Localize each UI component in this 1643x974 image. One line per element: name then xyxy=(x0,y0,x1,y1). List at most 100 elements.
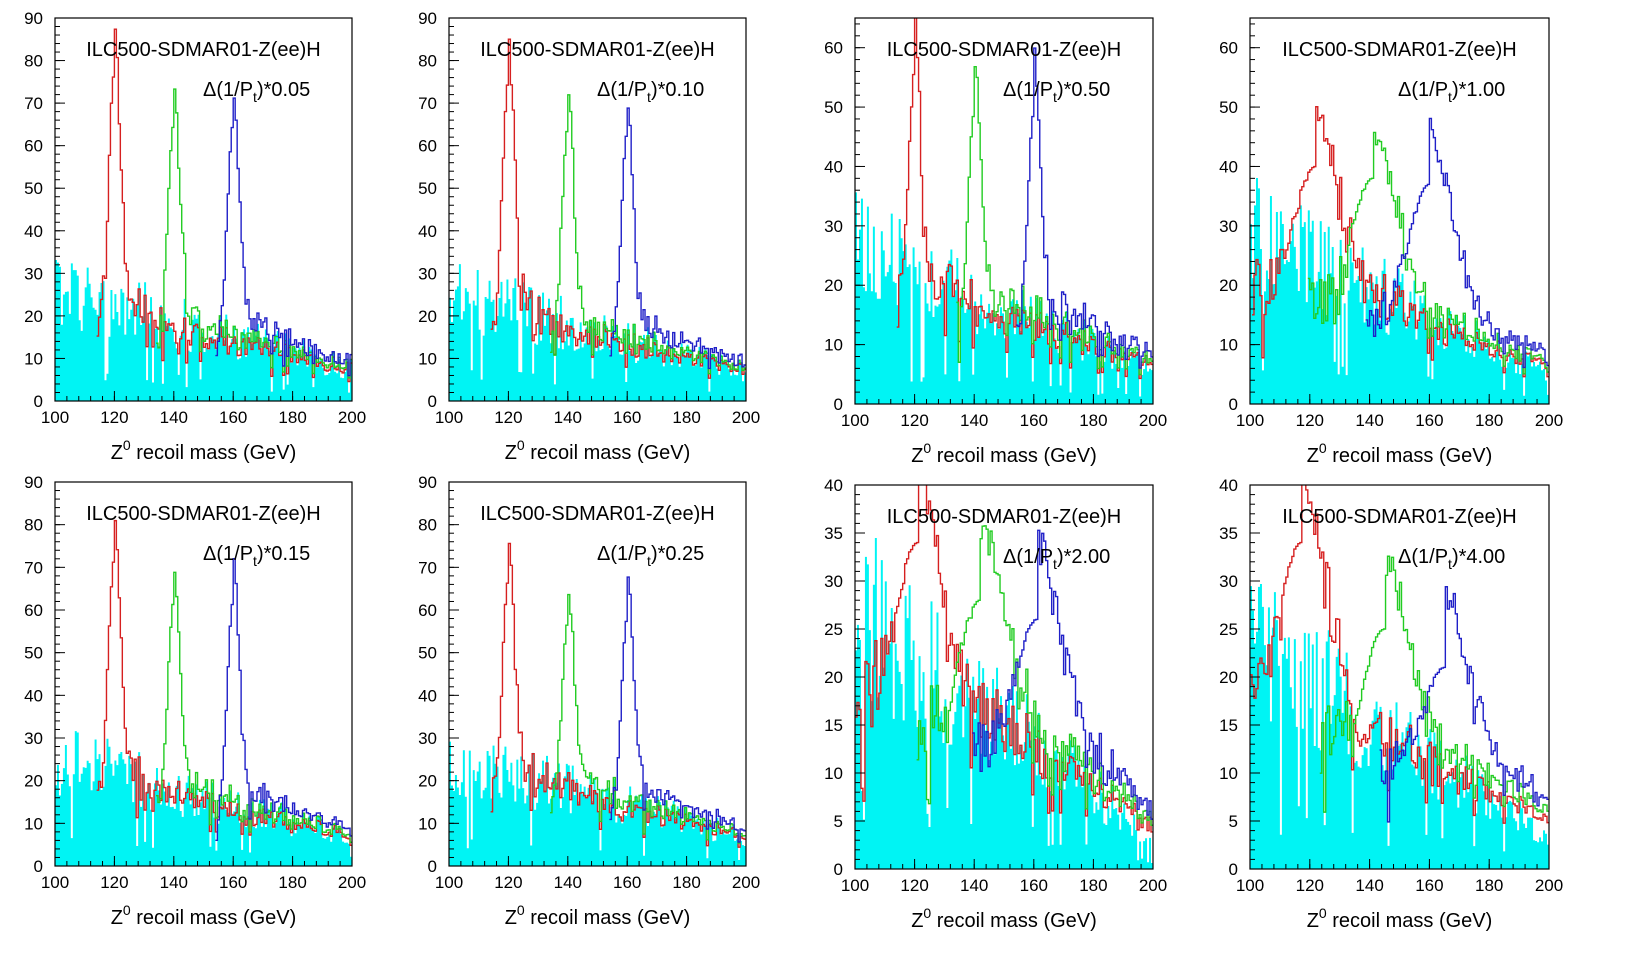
resolution-annotation: Δ(1/Pt)*0.50 xyxy=(1003,79,1110,105)
plot-frame xyxy=(54,17,353,402)
y-tick-label: 50 xyxy=(418,644,437,663)
plot-frame xyxy=(1249,17,1550,405)
x-axis-label: Z0 recoil mass (GeV) xyxy=(911,905,1097,932)
y-tick-label: 50 xyxy=(1219,98,1238,117)
x-tick-label: 140 xyxy=(160,873,188,892)
x-tick-label: 180 xyxy=(672,873,700,892)
y-tick-label: 70 xyxy=(24,558,43,577)
signal-histogram-160 xyxy=(1365,117,1549,369)
x-tick-label: 160 xyxy=(613,873,641,892)
y-tick-label: 60 xyxy=(418,601,437,620)
y-tick-label: 70 xyxy=(418,94,437,113)
y-tick-label: 40 xyxy=(824,157,843,176)
signal-histogram-120 xyxy=(1250,485,1549,824)
plot-frame xyxy=(854,17,1154,405)
x-tick-label: 140 xyxy=(960,876,988,895)
histogram-panel-8: 0 5 10 15 20 25 30 35 40 100 120 140 160 180 200 ILC500… xyxy=(1219,476,1563,932)
y-tick-label: 50 xyxy=(24,644,43,663)
y-tick-label: 30 xyxy=(418,729,437,748)
x-tick-label: 200 xyxy=(1139,411,1167,430)
y-tick-label: 25 xyxy=(824,620,843,639)
x-tick-label: 140 xyxy=(160,408,188,427)
y-tick-label: 50 xyxy=(418,179,437,198)
signal-histogram-140 xyxy=(1319,555,1549,813)
x-tick-label: 120 xyxy=(900,411,928,430)
panel-title: ILC500-SDMAR01-Z(ee)H xyxy=(480,39,715,61)
y-tick-label: 30 xyxy=(1219,572,1238,591)
y-tick-label: 20 xyxy=(24,772,43,791)
x-axis-label: Z0 recoil mass (GeV) xyxy=(1307,905,1493,932)
x-tick-label: 160 xyxy=(1020,411,1048,430)
y-tick-label: 15 xyxy=(824,716,843,735)
panel-title: ILC500-SDMAR01-Z(ee)H xyxy=(86,503,321,525)
y-tick-label: 90 xyxy=(24,473,43,492)
y-tick-label: 40 xyxy=(418,686,437,705)
x-tick-label: 140 xyxy=(1355,876,1383,895)
y-tick-label: 10 xyxy=(824,764,843,783)
panel-title: ILC500-SDMAR01-Z(ee)H xyxy=(86,39,321,61)
y-tick-label: 35 xyxy=(824,524,843,543)
x-tick-label: 100 xyxy=(1236,876,1264,895)
histogram-panel-6: 0 10 20 30 40 50 60 70 80 90 100 120 140 160 180 200 ILC… xyxy=(418,473,760,929)
panel-title: ILC500-SDMAR01-Z(ee)H xyxy=(1282,39,1517,61)
x-tick-label: 160 xyxy=(1415,411,1443,430)
y-tick-label: 20 xyxy=(824,276,843,295)
y-tick-label: 40 xyxy=(1219,476,1238,495)
x-tick-label: 100 xyxy=(841,876,869,895)
y-tick-label: 80 xyxy=(418,516,437,535)
y-tick-label: 0 xyxy=(1229,860,1238,879)
y-tick-label: 20 xyxy=(24,307,43,326)
x-tick-label: 100 xyxy=(41,873,69,892)
x-tick-label: 120 xyxy=(1296,411,1324,430)
resolution-annotation: Δ(1/Pt)*0.10 xyxy=(597,79,704,105)
y-tick-label: 0 xyxy=(834,860,843,879)
x-tick-label: 180 xyxy=(672,408,700,427)
x-tick-label: 180 xyxy=(278,408,306,427)
background-histogram xyxy=(55,260,352,401)
y-tick-label: 10 xyxy=(418,814,437,833)
histogram-panel-4: 0 10 20 30 40 50 60 100 120 140 160 180 200 ILC500-SD… xyxy=(1219,17,1563,467)
y-tick-label: 10 xyxy=(418,349,437,368)
panel-title: ILC500-SDMAR01-Z(ee)H xyxy=(887,39,1122,61)
histogram-panel-2: 0 10 20 30 40 50 60 70 80 90 100 120 140 160 180 200 ILC… xyxy=(418,9,760,464)
signal-histogram-140 xyxy=(155,571,352,843)
resolution-annotation: Δ(1/Pt)*0.25 xyxy=(597,543,704,569)
y-tick-label: 40 xyxy=(1219,157,1238,176)
y-tick-label: 30 xyxy=(24,729,43,748)
y-tick-label: 10 xyxy=(1219,336,1238,355)
signal-histogram-160 xyxy=(609,107,746,370)
y-tick-label: 20 xyxy=(418,307,437,326)
y-tick-label: 0 xyxy=(834,395,843,414)
y-tick-label: 70 xyxy=(418,558,437,577)
x-tick-label: 200 xyxy=(338,873,366,892)
signal-histogram-160 xyxy=(1379,586,1549,823)
x-tick-label: 160 xyxy=(1020,876,1048,895)
y-tick-label: 30 xyxy=(418,264,437,283)
resolution-annotation: Δ(1/Pt)*0.15 xyxy=(203,543,310,569)
x-tick-label: 100 xyxy=(435,408,463,427)
x-tick-label: 100 xyxy=(841,411,869,430)
background-histogram xyxy=(449,264,746,401)
y-tick-label: 30 xyxy=(24,264,43,283)
y-tick-label: 90 xyxy=(418,473,437,492)
x-tick-label: 180 xyxy=(1475,411,1503,430)
signal-histogram-160 xyxy=(1015,47,1153,369)
x-tick-label: 120 xyxy=(100,408,128,427)
x-tick-label: 200 xyxy=(1139,876,1167,895)
x-tick-label: 120 xyxy=(494,408,522,427)
y-tick-label: 20 xyxy=(824,668,843,687)
y-tick-label: 60 xyxy=(1219,39,1238,58)
y-tick-label: 50 xyxy=(24,179,43,198)
y-tick-label: 80 xyxy=(24,516,43,535)
resolution-annotation: Δ(1/Pt)*0.05 xyxy=(203,79,310,105)
y-tick-label: 90 xyxy=(24,9,43,28)
x-axis-label: Z0 recoil mass (GeV) xyxy=(111,902,297,929)
y-tick-label: 10 xyxy=(824,336,843,355)
y-tick-label: 40 xyxy=(418,222,437,241)
panel-title: ILC500-SDMAR01-Z(ee)H xyxy=(480,503,715,525)
x-tick-label: 180 xyxy=(1475,876,1503,895)
x-tick-label: 100 xyxy=(1236,411,1264,430)
y-tick-label: 0 xyxy=(1229,395,1238,414)
x-tick-label: 200 xyxy=(732,873,760,892)
histogram-panel-7: 0 5 10 15 20 25 30 35 40 100 120 140 160 180 200 ILC500… xyxy=(824,476,1167,932)
